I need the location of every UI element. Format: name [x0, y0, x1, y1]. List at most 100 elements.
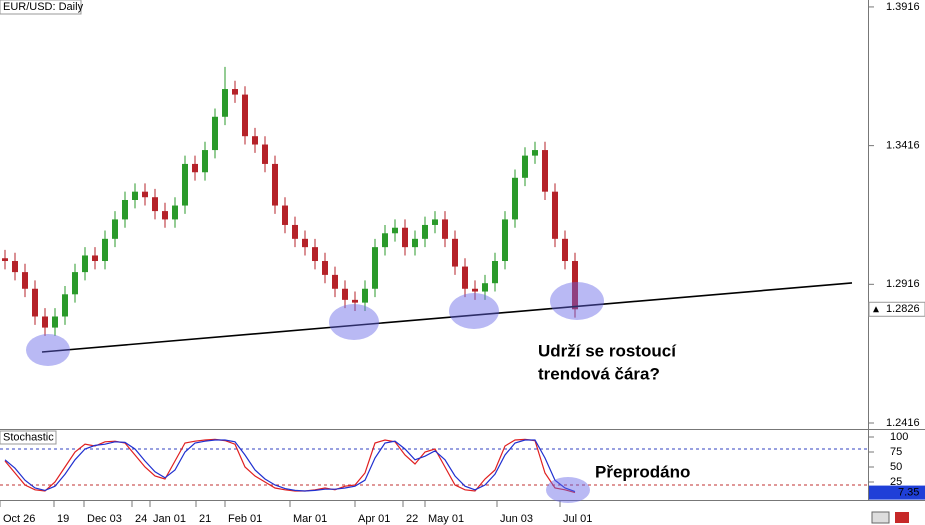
candle-body: [372, 247, 378, 289]
candle-body: [232, 89, 238, 95]
candle-body: [332, 274, 338, 289]
candle-body: [152, 197, 158, 212]
candle-body: [122, 199, 128, 220]
stoch-line: [4, 439, 576, 493]
candle-body: [442, 219, 448, 239]
candle-body: [22, 272, 28, 289]
value-tag: [869, 485, 925, 500]
candle-body: [492, 261, 498, 284]
candle-body: [142, 191, 148, 198]
value-tag-label: 7.35: [898, 486, 919, 498]
candle-body: [252, 136, 258, 145]
highlight: [449, 293, 499, 329]
x-tick-label: 24: [135, 513, 147, 525]
x-tick-label: Feb 01: [228, 513, 262, 525]
candle-body: [272, 163, 278, 206]
candle-body: [522, 155, 528, 178]
candle-body: [52, 316, 58, 328]
y-tick-label: 1.2916: [886, 278, 920, 290]
candle-body: [502, 219, 508, 262]
candle-body: [62, 294, 68, 317]
candle-body: [222, 89, 228, 117]
icon[interactable]: [895, 512, 909, 523]
candle-body: [482, 283, 488, 292]
candle-body: [532, 150, 538, 156]
annotation: Udrží se rostoucí: [538, 341, 677, 360]
price-tag: [868, 301, 925, 317]
candle-body: [432, 219, 438, 225]
x-tick-label: Dec 03: [87, 513, 122, 525]
candle-body: [132, 191, 138, 200]
candle-body: [472, 288, 478, 292]
x-tick-label: Apr 01: [358, 513, 390, 525]
candle-body: [422, 224, 428, 239]
stoch-line: [4, 438, 576, 494]
candle-body: [282, 205, 288, 225]
candle-body: [12, 261, 18, 273]
x-tick-label: Jun 03: [500, 513, 533, 525]
annotation: Přeprodáno: [595, 462, 690, 481]
candle-body: [382, 233, 388, 248]
y-tick-label: 50: [890, 461, 902, 473]
candle-body: [312, 247, 318, 262]
candle-body: [182, 163, 188, 206]
chart-title: EUR/USD: Daily: [3, 1, 84, 13]
price-tag-label: 1.2826: [886, 303, 920, 315]
candle-body: [112, 219, 118, 239]
candle-body: [2, 258, 8, 262]
y-tick-label: 1.3416: [886, 140, 920, 152]
candle-body: [202, 150, 208, 173]
candle-body: [32, 288, 38, 317]
stoch-title: Stochastic: [3, 431, 54, 443]
candle-body: [342, 288, 348, 300]
candle-body: [302, 238, 308, 248]
highlight: [26, 334, 70, 366]
candle-body: [172, 205, 178, 220]
y-tick-label: 25: [890, 476, 902, 488]
x-tick-label: Oct 26: [3, 513, 35, 525]
candle-body: [92, 255, 98, 262]
candle-body: [392, 227, 398, 234]
candle-body: [162, 211, 168, 220]
candle-body: [452, 238, 458, 267]
candle-body: [362, 288, 368, 303]
highlight: [329, 304, 379, 340]
candle-body: [262, 144, 268, 164]
y-tick-label: 75: [890, 446, 902, 458]
candle-body: [72, 272, 78, 295]
candle-body: [512, 177, 518, 220]
candle-body: [352, 299, 358, 303]
candle-body: [402, 227, 408, 248]
y-tick-label: 1.3916: [886, 1, 920, 13]
x-tick-label: May 01: [428, 513, 464, 525]
x-tick-label: 21: [199, 513, 211, 525]
highlight: [546, 477, 590, 503]
y-tick-label: 100: [890, 431, 908, 443]
x-tick-label: Mar 01: [293, 513, 327, 525]
candle-body: [292, 224, 298, 239]
candle-body: [412, 238, 418, 248]
y-tick-label: 1.2416: [886, 417, 920, 429]
candle-body: [82, 255, 88, 273]
price-tag-arrow: [873, 306, 879, 313]
x-tick-label: 19: [57, 513, 69, 525]
candle-body: [572, 261, 578, 310]
trendline: [41, 282, 853, 353]
candle-body: [462, 266, 468, 289]
candle-body: [242, 94, 248, 137]
x-tick-label: 22: [406, 513, 418, 525]
x-tick-label: Jan 01: [153, 513, 186, 525]
candle-body: [562, 238, 568, 262]
candle-body: [542, 150, 548, 192]
annotation: trendová čára?: [538, 364, 660, 383]
candle-body: [192, 163, 198, 173]
icon[interactable]: [871, 511, 890, 524]
stoch-title-box: [0, 430, 57, 445]
candle-body: [552, 191, 558, 239]
candle-body: [42, 316, 48, 328]
candle-body: [212, 116, 218, 151]
candle-body: [322, 261, 328, 275]
